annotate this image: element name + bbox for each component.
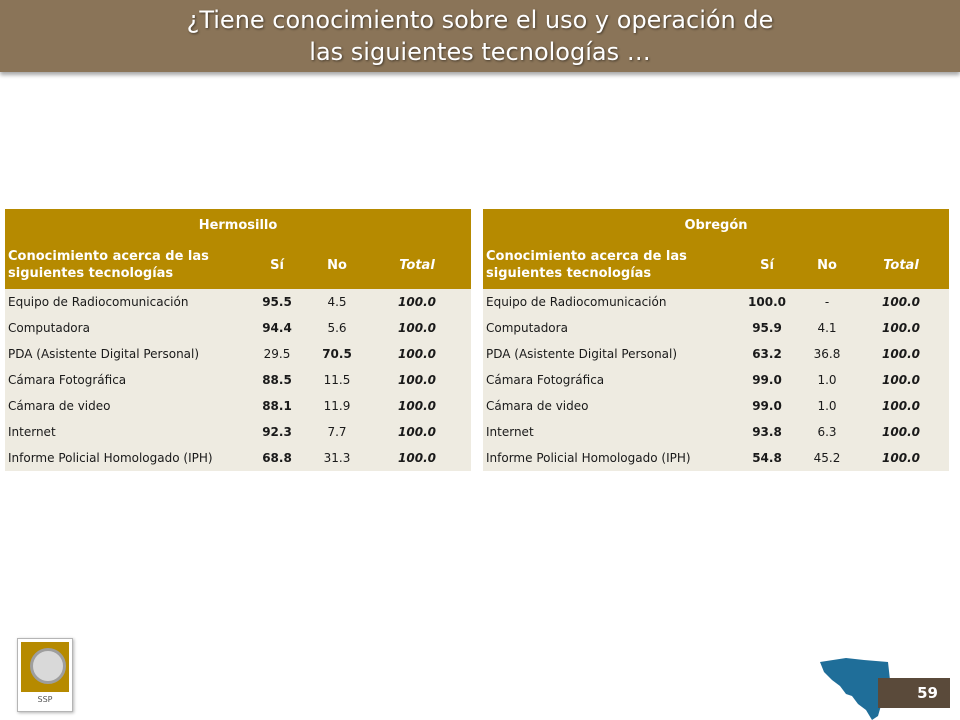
cell-total: 100.0 — [363, 315, 471, 341]
table-row: Internet 93.8 6.3 100.0 — [483, 419, 949, 445]
cell-total: 100.0 — [363, 341, 471, 367]
cell-si: 92.3 — [243, 419, 311, 445]
cell-si: 95.9 — [733, 315, 801, 341]
sonora-map-icon — [820, 658, 890, 720]
row-label: Internet — [5, 419, 243, 445]
table-row: Computadora 95.9 4.1 100.0 — [483, 315, 949, 341]
cell-si: 93.8 — [733, 419, 801, 445]
cell-total: 100.0 — [363, 419, 471, 445]
row-label: Cámara de video — [483, 393, 733, 419]
region-header: Hermosillo — [5, 209, 471, 241]
page-number: 59 — [878, 678, 950, 708]
column-header-no: No — [311, 241, 363, 289]
table-row: PDA (Asistente Digital Personal) 63.2 36… — [483, 341, 949, 367]
table-row: Equipo de Radiocomunicación 95.5 4.5 100… — [5, 289, 471, 315]
cell-no: 70.5 — [311, 341, 363, 367]
cell-si: 99.0 — [733, 367, 801, 393]
cell-total: 100.0 — [853, 393, 949, 419]
cell-si: 68.8 — [243, 445, 311, 471]
row-label: Informe Policial Homologado (IPH) — [483, 445, 733, 471]
cell-no: 45.2 — [801, 445, 853, 471]
cell-si: 88.1 — [243, 393, 311, 419]
table-row: Equipo de Radiocomunicación 100.0 - 100.… — [483, 289, 949, 315]
table-row: Cámara de video 88.1 11.9 100.0 — [5, 393, 471, 419]
table-row: Informe Policial Homologado (IPH) 68.8 3… — [5, 445, 471, 471]
column-header-label: Conocimiento acerca de las siguientes te… — [483, 241, 733, 289]
table-row: PDA (Asistente Digital Personal) 29.5 70… — [5, 341, 471, 367]
row-label: Equipo de Radiocomunicación — [483, 289, 733, 315]
seal-icon — [30, 648, 66, 684]
cell-si: 94.4 — [243, 315, 311, 341]
row-label: Computadora — [483, 315, 733, 341]
cell-total: 100.0 — [363, 289, 471, 315]
page-title-line-1: ¿Tiene conocimiento sobre el uso y opera… — [186, 6, 774, 34]
cell-no: 36.8 — [801, 341, 853, 367]
hermosillo-table: Hermosillo Conocimiento acerca de las si… — [5, 209, 471, 471]
cell-si: 100.0 — [733, 289, 801, 315]
cell-no: 11.5 — [311, 367, 363, 393]
row-label: Cámara Fotográfica — [483, 367, 733, 393]
cell-no: 31.3 — [311, 445, 363, 471]
cell-no: 1.0 — [801, 367, 853, 393]
cell-total: 100.0 — [363, 393, 471, 419]
row-label: Internet — [483, 419, 733, 445]
cell-no: 4.1 — [801, 315, 853, 341]
map-shape — [820, 658, 890, 720]
cell-total: 100.0 — [853, 445, 949, 471]
cell-no: - — [801, 289, 853, 315]
column-header-si: Sí — [243, 241, 311, 289]
cell-total: 100.0 — [363, 367, 471, 393]
cell-no: 5.6 — [311, 315, 363, 341]
cell-si: 63.2 — [733, 341, 801, 367]
column-header-total: Total — [853, 241, 949, 289]
obregon-table: Obregón Conocimiento acerca de las sigui… — [483, 209, 949, 471]
table-row: Informe Policial Homologado (IPH) 54.8 4… — [483, 445, 949, 471]
row-label: Cámara Fotográfica — [5, 367, 243, 393]
table-row: Cámara de video 99.0 1.0 100.0 — [483, 393, 949, 419]
cell-si: 99.0 — [733, 393, 801, 419]
region-header: Obregón — [483, 209, 949, 241]
cell-total: 100.0 — [363, 445, 471, 471]
cell-total: 100.0 — [853, 419, 949, 445]
cell-si: 95.5 — [243, 289, 311, 315]
cell-total: 100.0 — [853, 367, 949, 393]
row-label: Computadora — [5, 315, 243, 341]
table-row: Cámara Fotográfica 88.5 11.5 100.0 — [5, 367, 471, 393]
row-label: PDA (Asistente Digital Personal) — [483, 341, 733, 367]
page-title: ¿Tiene conocimiento sobre el uso y opera… — [0, 4, 960, 68]
cell-total: 100.0 — [853, 289, 949, 315]
cell-si: 29.5 — [243, 341, 311, 367]
column-header-total: Total — [363, 241, 471, 289]
row-label: Cámara de video — [5, 393, 243, 419]
cell-no: 4.5 — [311, 289, 363, 315]
row-label: Informe Policial Homologado (IPH) — [5, 445, 243, 471]
row-label: Equipo de Radiocomunicación — [5, 289, 243, 315]
column-header-label: Conocimiento acerca de las siguientes te… — [5, 241, 243, 289]
page-title-line-2: las siguientes tecnologías … — [309, 38, 651, 66]
title-bar: ¿Tiene conocimiento sobre el uso y opera… — [0, 0, 960, 72]
logo-text: SSP — [37, 695, 53, 704]
logo-emblem-background — [21, 642, 69, 692]
cell-total: 100.0 — [853, 341, 949, 367]
cell-no: 7.7 — [311, 419, 363, 445]
column-header-no: No — [801, 241, 853, 289]
row-label: PDA (Asistente Digital Personal) — [5, 341, 243, 367]
cell-si: 88.5 — [243, 367, 311, 393]
cell-no: 11.9 — [311, 393, 363, 419]
ssp-logo: SSP — [17, 638, 73, 712]
cell-total: 100.0 — [853, 315, 949, 341]
cell-no: 6.3 — [801, 419, 853, 445]
cell-si: 54.8 — [733, 445, 801, 471]
table-row: Cámara Fotográfica 99.0 1.0 100.0 — [483, 367, 949, 393]
column-header-si: Sí — [733, 241, 801, 289]
table-row: Internet 92.3 7.7 100.0 — [5, 419, 471, 445]
table-row: Computadora 94.4 5.6 100.0 — [5, 315, 471, 341]
cell-no: 1.0 — [801, 393, 853, 419]
